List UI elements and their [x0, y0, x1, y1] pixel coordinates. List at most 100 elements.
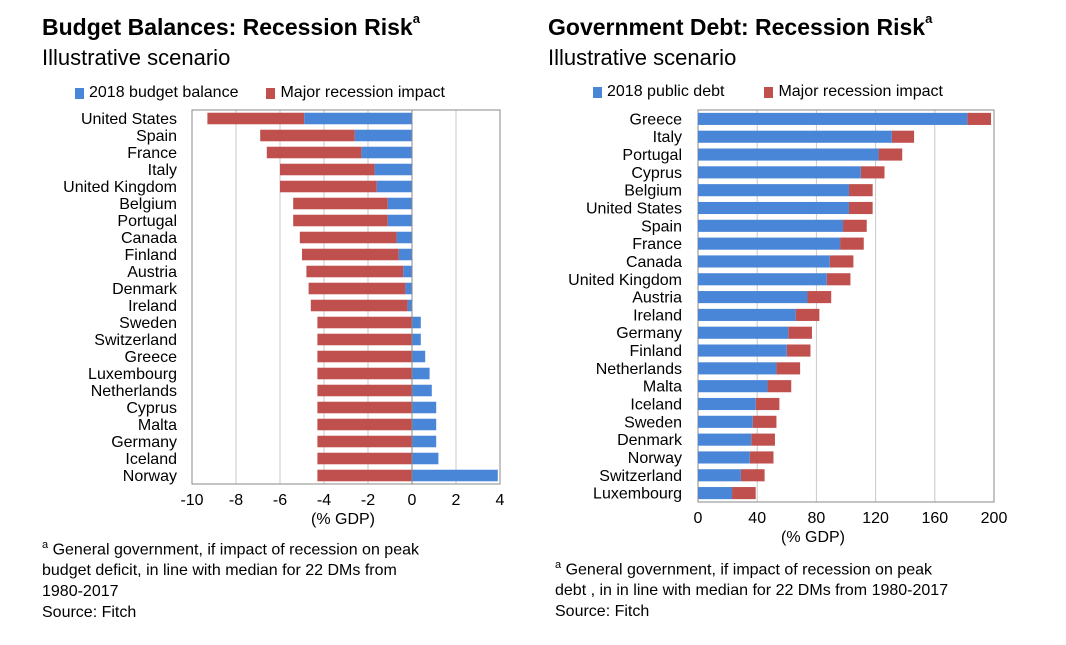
bar-recession-impact: [317, 418, 412, 431]
left-footnote-text-1: General government, if impact of recessi…: [52, 541, 419, 559]
category-label: Iceland: [125, 451, 177, 468]
category-label: Netherlands: [91, 383, 177, 400]
bar-recession-impact: [317, 384, 412, 397]
bar-baseline: [398, 248, 412, 261]
bar-recession-impact: [776, 362, 801, 375]
category-label: Italy: [148, 162, 177, 179]
legend-swatch-blue: [593, 86, 602, 98]
bar-recession-impact: [732, 487, 756, 500]
category-label: Greece: [630, 111, 683, 128]
bar-recession-impact: [848, 184, 873, 197]
left-title-footnote-marker: a: [412, 11, 420, 27]
left-legend: 2018 budget balance Major recession impa…: [75, 84, 473, 102]
left-footnote: a General government, if impact of reces…: [42, 535, 419, 623]
bar-recession-impact: [829, 255, 854, 268]
x-tick-label: 80: [808, 510, 826, 527]
bar-baseline: [698, 487, 733, 500]
bar-baseline: [698, 380, 768, 393]
plot-area-border: [191, 109, 501, 485]
bar-recession-impact: [755, 397, 780, 411]
left-legend-item-balance: 2018 budget balance: [75, 84, 238, 102]
category-label: Norway: [123, 468, 177, 485]
x-tick-label: 2: [452, 492, 461, 509]
bar-recession-impact: [752, 415, 777, 428]
x-tick-label: -4: [317, 492, 331, 509]
bar-recession-impact: [317, 435, 412, 448]
bar-baseline: [405, 282, 412, 295]
bar-baseline: [698, 184, 849, 197]
bar-baseline: [698, 201, 849, 215]
bar-baseline: [698, 362, 777, 375]
left-subtitle: Illustrative scenario: [42, 45, 231, 70]
left-footnote-line-2: budget deficit, in line with median for …: [42, 562, 397, 580]
right-legend-label-debt: 2018 public debt: [607, 83, 725, 100]
right-footnote-line-2: debt , in in line with median for 22 DMs…: [555, 582, 949, 600]
bar-baseline: [412, 333, 421, 346]
right-legend-label-recession: Major recession impact: [778, 83, 943, 100]
bar-recession-impact: [878, 148, 903, 161]
category-label: Iceland: [630, 397, 682, 414]
bar-baseline: [698, 219, 844, 232]
category-label: Spain: [641, 218, 682, 235]
right-legend: 2018 public debt Major recession impact: [593, 83, 971, 101]
bar-recession-impact: [749, 451, 774, 464]
category-label: France: [127, 145, 177, 162]
x-tick-label: 0: [694, 510, 703, 527]
x-tick-label: 200: [981, 510, 1008, 527]
bar-recession-impact: [308, 282, 406, 295]
left-legend-item-recession: Major recession impact: [266, 84, 445, 102]
bar-recession-impact: [891, 130, 915, 143]
bar-baseline: [412, 350, 426, 363]
category-label: Malta: [138, 417, 177, 434]
left-source: Source: Fitch: [42, 604, 137, 622]
bar-baseline: [698, 344, 787, 357]
category-label: Luxembourg: [88, 366, 177, 383]
bar-recession-impact: [860, 166, 885, 179]
right-legend-item-recession: Major recession impact: [764, 83, 943, 101]
bar-recession-impact: [317, 316, 412, 329]
category-label: Germany: [111, 434, 177, 451]
x-tick-label: -6: [273, 492, 287, 509]
bar-recession-impact: [302, 248, 399, 261]
right-footnote-line-1: a General government, if impact of reces…: [555, 555, 948, 580]
bar-recession-impact: [843, 219, 867, 232]
right-footnote-text-1: General government, if impact of recessi…: [565, 561, 932, 579]
right-source: Source: Fitch: [555, 603, 650, 621]
x-tick-label: 4: [496, 492, 505, 509]
category-label: Cyprus: [126, 400, 177, 417]
bar-recession-impact: [740, 469, 765, 482]
right-title: Government Debt: Recession Riska: [548, 11, 932, 41]
x-tick-label: 0: [408, 492, 417, 509]
category-label: Austria: [632, 290, 682, 307]
bar-baseline: [354, 129, 412, 142]
bar-recession-impact: [807, 291, 832, 304]
bar-baseline: [304, 112, 412, 125]
category-label: Finland: [630, 343, 682, 360]
bar-recession-impact: [280, 180, 377, 193]
category-label: Switzerland: [599, 468, 682, 485]
category-label: Greece: [125, 349, 178, 366]
bar-recession-impact: [317, 401, 412, 414]
left-footnote-line-1: a General government, if impact of reces…: [42, 535, 419, 560]
bar-recession-impact: [786, 344, 811, 357]
bar-baseline: [387, 214, 412, 227]
category-label: Denmark: [112, 281, 178, 298]
category-label: Sweden: [119, 315, 177, 332]
category-label: Austria: [127, 264, 177, 281]
category-label: Portugal: [117, 213, 177, 230]
category-label: Spain: [136, 128, 177, 145]
bar-recession-impact: [293, 197, 388, 210]
bar-baseline: [698, 291, 808, 304]
bar-baseline: [412, 469, 498, 482]
bar-baseline: [396, 231, 412, 244]
bar-baseline: [698, 148, 879, 161]
bar-recession-impact: [848, 201, 873, 215]
category-label: United States: [81, 111, 177, 128]
government-debt-panel: Government Debt: Recession Riska Illustr…: [536, 0, 1066, 645]
bar-recession-impact: [299, 231, 397, 244]
category-label: Ireland: [128, 298, 177, 315]
bar-recession-impact: [317, 350, 412, 363]
x-tick-label: 160: [921, 510, 948, 527]
category-label: United States: [586, 201, 682, 218]
